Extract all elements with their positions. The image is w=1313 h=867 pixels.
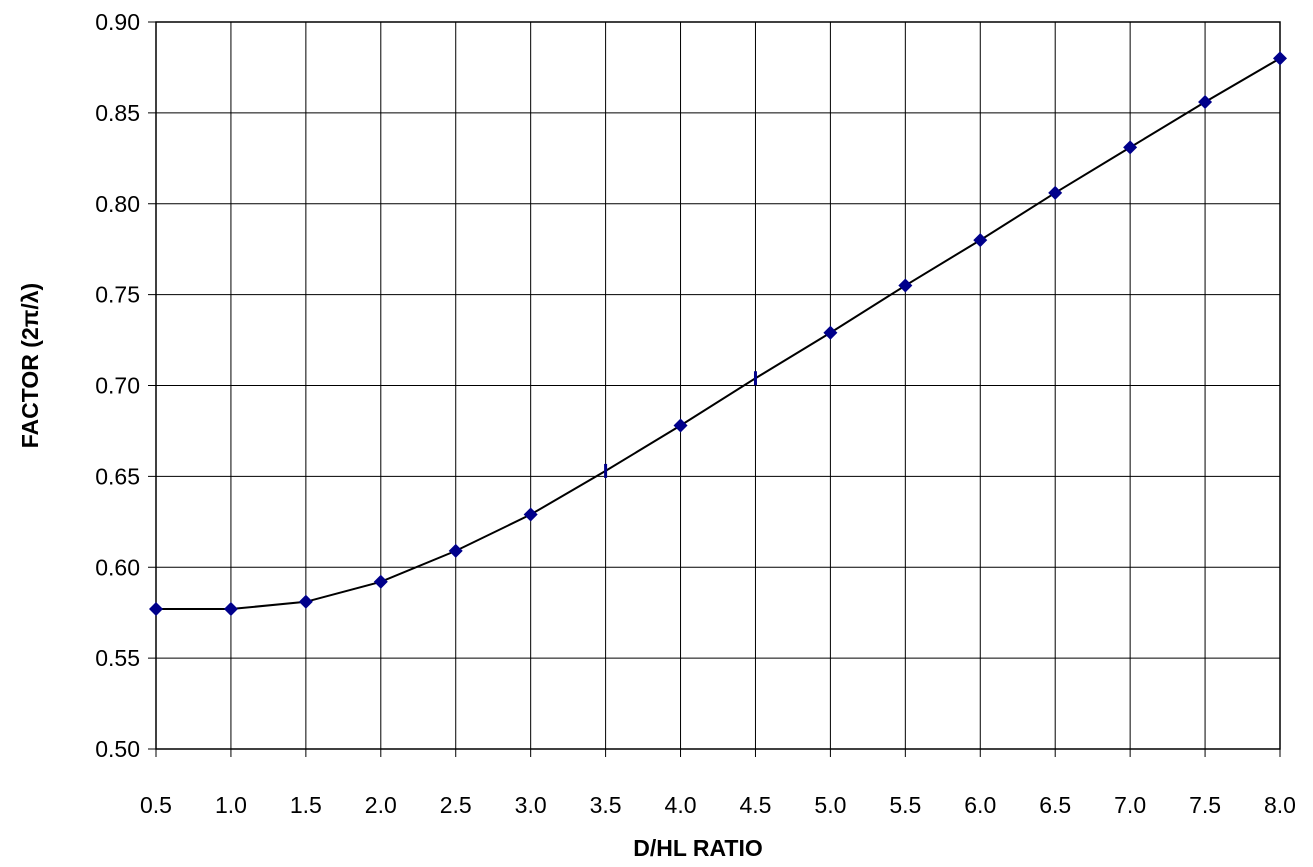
- y-tick-label: 0.65: [95, 463, 140, 489]
- series-line: [156, 57, 1281, 611]
- x-tick-label: 3.5: [590, 792, 622, 818]
- data-point: [523, 507, 538, 522]
- x-tick-label: 1.0: [215, 792, 247, 818]
- y-axis-title: FACTOR (2π/λ): [17, 283, 43, 448]
- data-point: [223, 602, 238, 617]
- x-axis-title: D/HL RATIO: [633, 835, 762, 861]
- y-tick-label: 0.50: [95, 736, 140, 762]
- x-tick-label: 5.0: [814, 792, 846, 818]
- y-tick-label: 0.55: [95, 645, 140, 671]
- x-tick-label: 6.5: [1039, 792, 1071, 818]
- data-point: [149, 602, 163, 617]
- x-tick-label: 4.0: [665, 792, 697, 818]
- data-point: [604, 463, 608, 478]
- x-tick-label: 1.5: [290, 792, 322, 818]
- y-tick-label: 0.90: [95, 9, 140, 35]
- data-point: [823, 325, 838, 340]
- x-tick-label: 6.0: [964, 792, 996, 818]
- y-tick-label: 0.80: [95, 191, 140, 217]
- y-tick-label: 0.70: [95, 373, 140, 399]
- y-tick-label: 0.60: [95, 554, 140, 580]
- x-tick-label: 7.0: [1114, 792, 1146, 818]
- x-tick-label: 2.5: [440, 792, 472, 818]
- x-axis-tick-labels: 0.5 1.0 1.5 2.0 2.5 3.0 3.5 4.0 4.5 5.0 5.5 6.0 6.5 7…: [140, 792, 1296, 818]
- data-point: [1048, 185, 1063, 200]
- data-point: [753, 371, 757, 386]
- data-point: [973, 233, 988, 248]
- x-tick-label: 8.0: [1264, 792, 1296, 818]
- y-tick-label: 0.85: [95, 100, 140, 126]
- data-point: [448, 543, 463, 558]
- y-axis-tick-labels: 0.50 0.55 0.60 0.65 0.70 0.75 0.80 0.85 0.90: [95, 9, 140, 762]
- x-tick-label: 7.5: [1189, 792, 1221, 818]
- data-point: [1273, 51, 1287, 66]
- data-point: [1198, 94, 1213, 109]
- x-tick-label: 4.5: [739, 792, 771, 818]
- data-point: [1123, 140, 1138, 155]
- x-tick-label: 2.0: [365, 792, 397, 818]
- data-point: [673, 418, 688, 433]
- x-tick-label: 0.5: [140, 792, 172, 818]
- x-tick-label: 3.0: [515, 792, 547, 818]
- data-point: [373, 574, 388, 589]
- plot-area-frame: [155, 21, 1281, 750]
- data-point: [298, 594, 313, 609]
- x-tick-label: 5.5: [889, 792, 921, 818]
- grid: [148, 21, 1281, 757]
- data-point: [898, 278, 913, 293]
- series-markers: [149, 51, 1287, 617]
- y-tick-label: 0.75: [95, 282, 140, 308]
